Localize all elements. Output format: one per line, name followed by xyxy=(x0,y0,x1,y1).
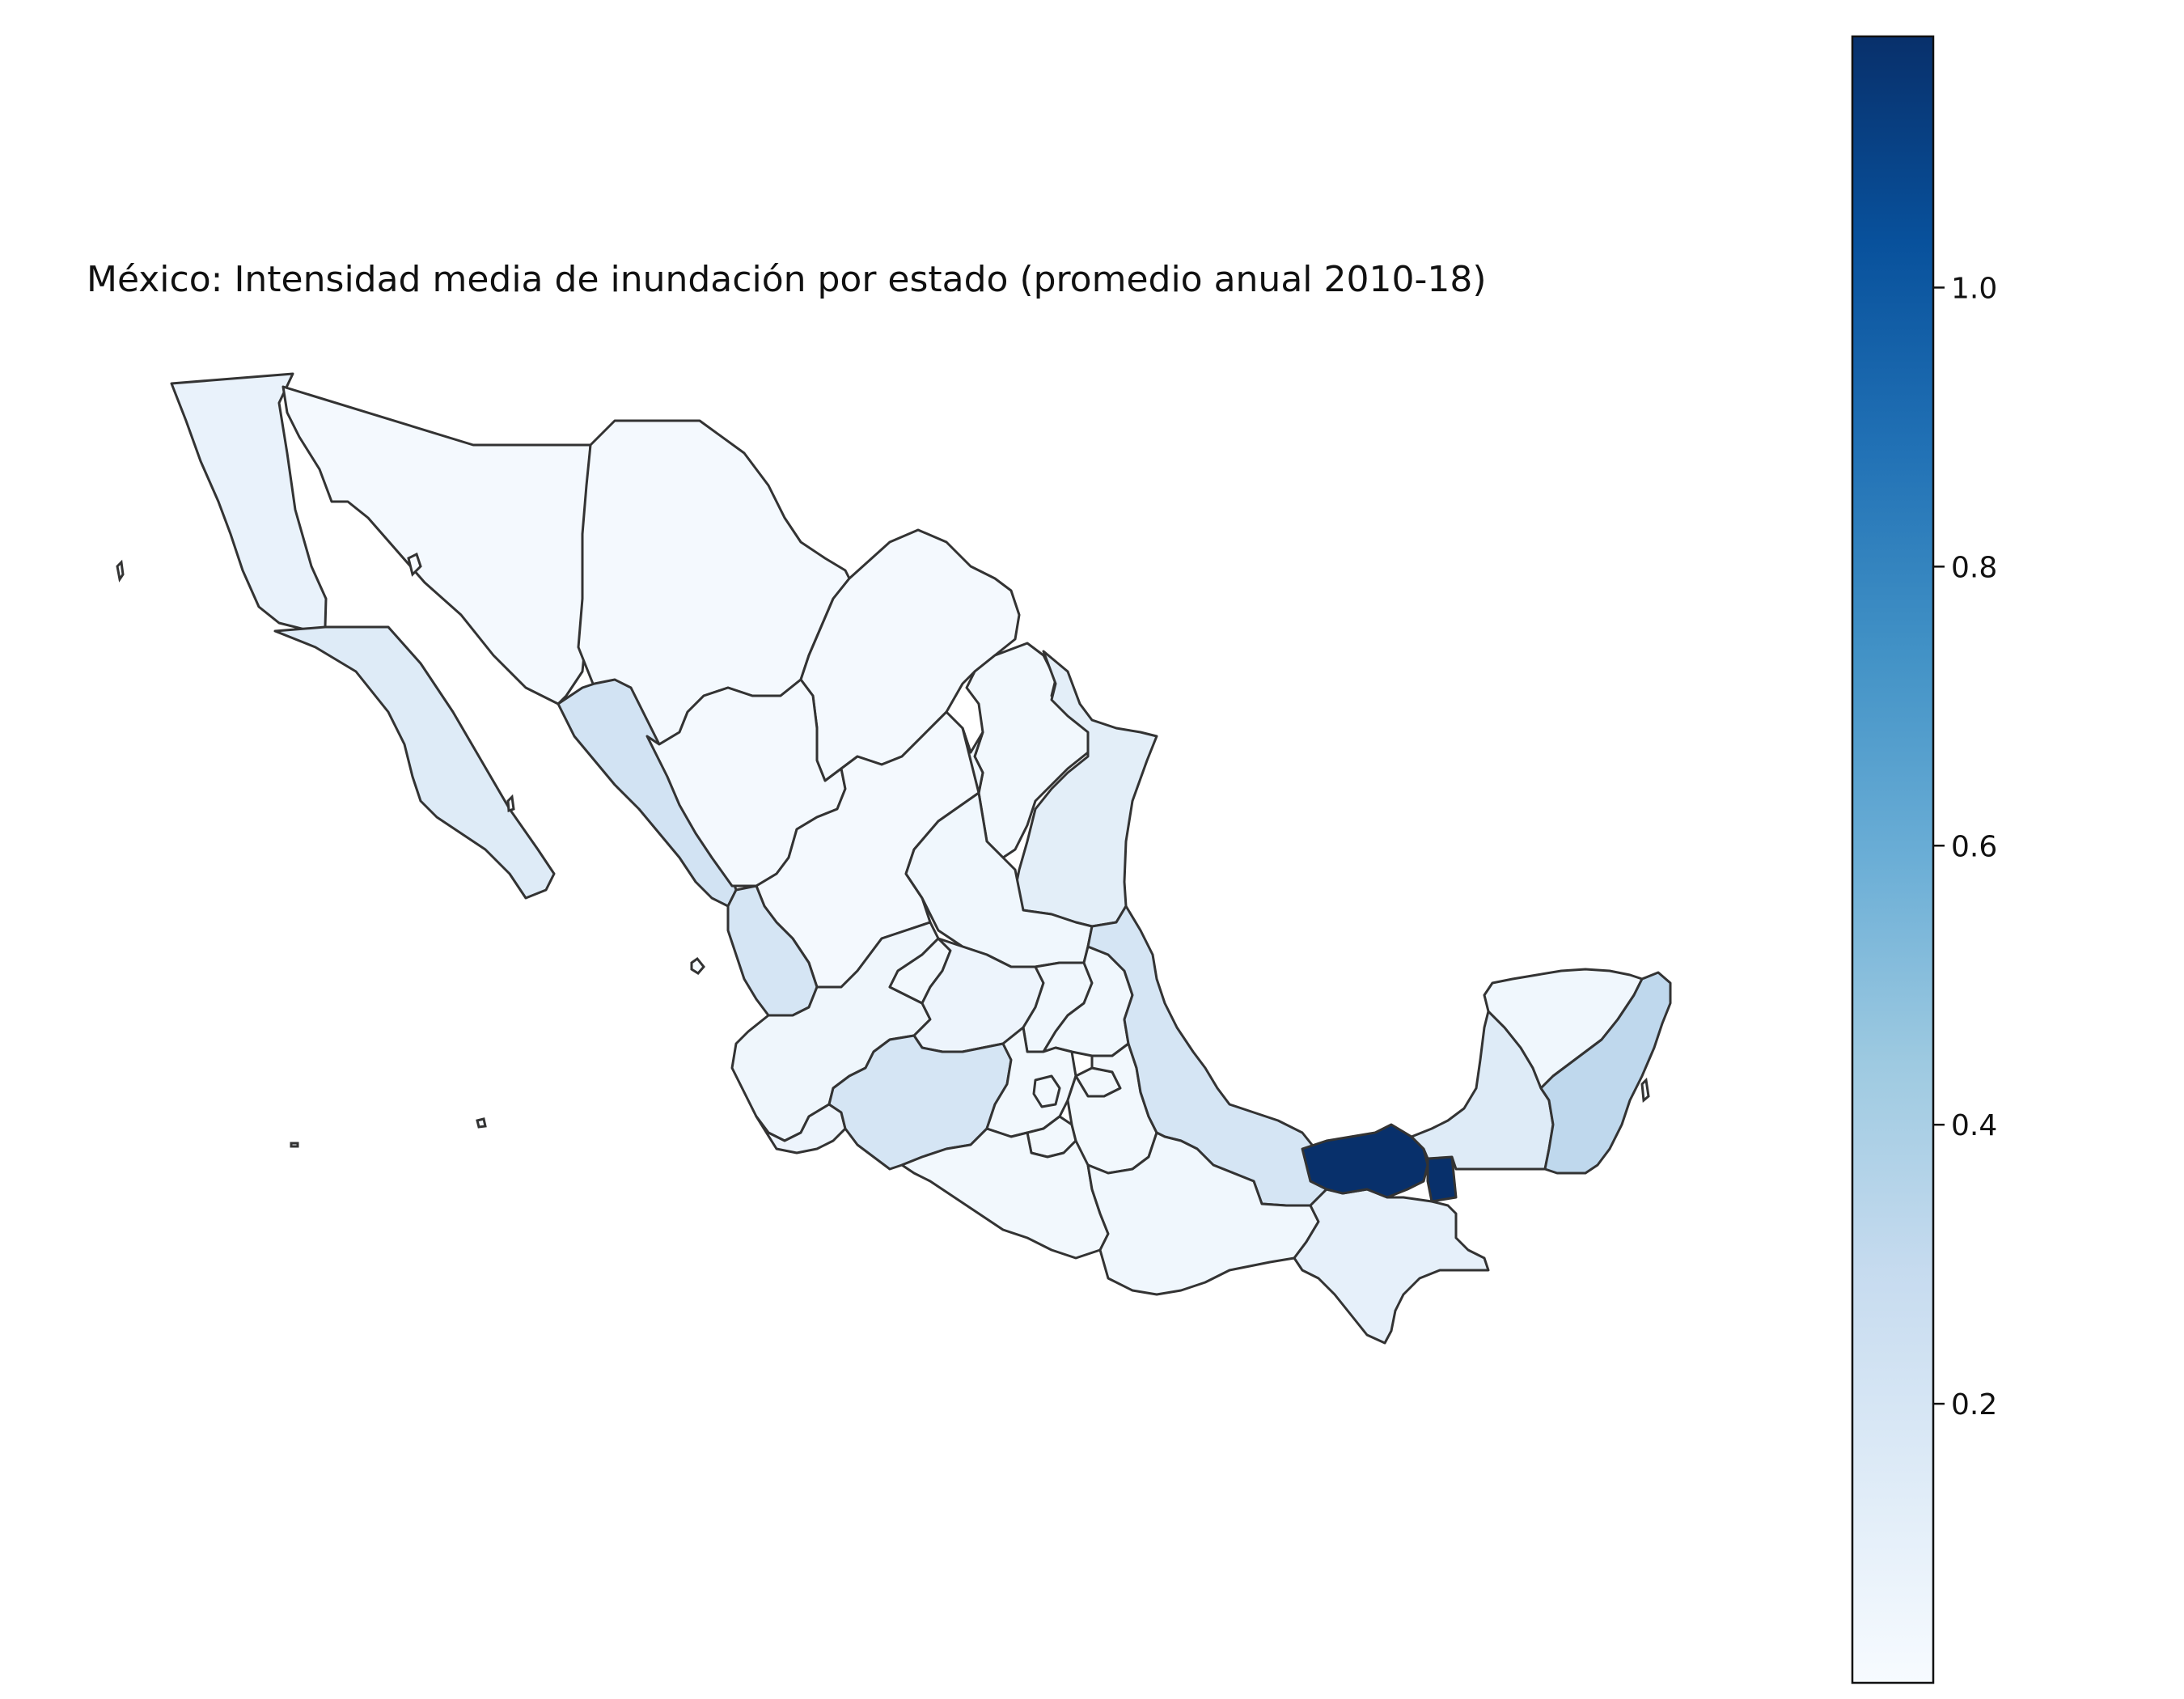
island-revillagigedo xyxy=(476,1117,487,1129)
island-cozumel xyxy=(1640,1077,1650,1103)
state-baja-california-sur xyxy=(273,625,556,900)
mexico-choropleth-map xyxy=(116,372,1672,1345)
state-chiapas xyxy=(1293,1188,1490,1345)
colorbar: 0.2 0.4 0.6 0.8 1.0 xyxy=(1851,35,1997,1684)
colorbar-tick-label: 0.6 xyxy=(1951,830,1997,863)
colorbar-gradient xyxy=(1851,35,1935,1684)
island-guadalupe xyxy=(116,559,125,583)
colorbar-tick-label: 0.2 xyxy=(1951,1388,1997,1421)
map-title: México: Intensidad media de inundación p… xyxy=(87,259,1487,300)
state-ciudad-de-mexico xyxy=(1032,1074,1061,1108)
state-quintana-roo xyxy=(1539,971,1672,1175)
island-clarion xyxy=(290,1142,299,1148)
island-tiburon xyxy=(407,552,422,577)
colorbar-tick-label: 1.0 xyxy=(1951,272,1997,305)
island-cerralvo xyxy=(506,794,515,813)
colorbar-tick-label: 0.4 xyxy=(1951,1109,1997,1142)
island-marias xyxy=(690,956,705,975)
colorbar-tick-label: 0.8 xyxy=(1951,551,1997,584)
colorbar-ticks: 0.2 0.4 0.6 0.8 1.0 xyxy=(1933,272,1997,1421)
